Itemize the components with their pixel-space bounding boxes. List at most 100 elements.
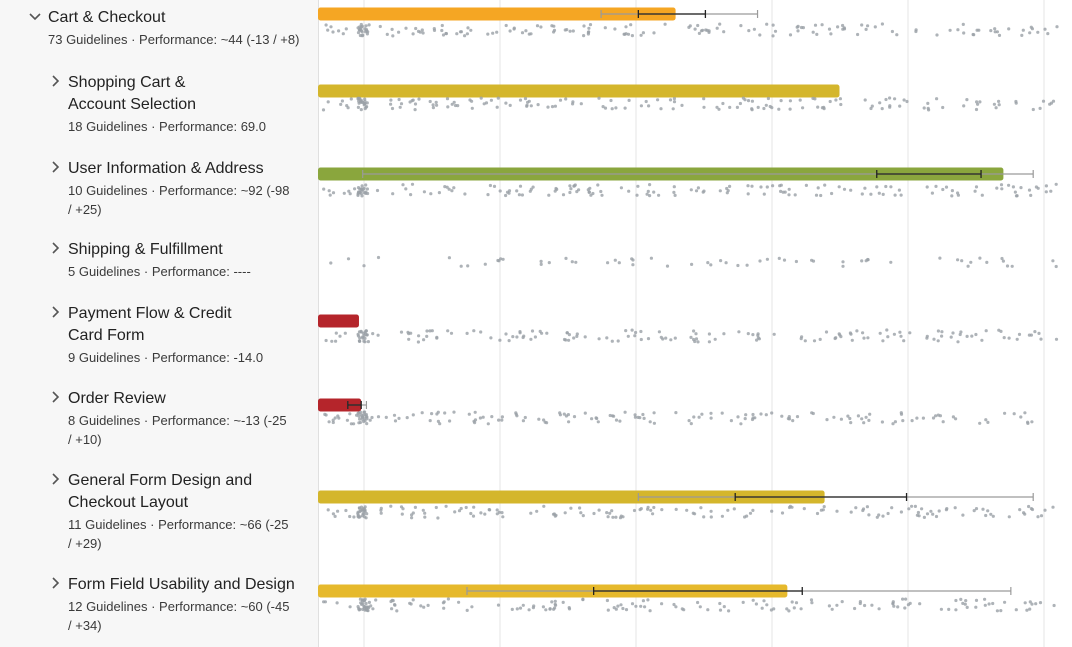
data-dot bbox=[365, 32, 369, 36]
data-dot bbox=[362, 512, 366, 516]
data-dot bbox=[995, 30, 1000, 34]
group-meta: 12 Guidelines · Performance: ~60 (-45 / +… bbox=[68, 597, 298, 635]
data-dot bbox=[349, 97, 353, 101]
data-dot bbox=[736, 263, 740, 268]
chevron-right-icon[interactable] bbox=[48, 160, 62, 174]
data-dot bbox=[948, 28, 952, 32]
data-dot bbox=[880, 22, 885, 26]
data-dot bbox=[836, 25, 840, 29]
data-dot bbox=[796, 29, 800, 33]
data-dot bbox=[935, 33, 939, 37]
data-dot bbox=[995, 186, 999, 190]
data-dot bbox=[934, 184, 938, 188]
data-dot bbox=[1054, 182, 1058, 186]
data-dot bbox=[361, 331, 365, 335]
data-dot bbox=[860, 23, 864, 27]
data-dot bbox=[787, 505, 792, 510]
data-dot bbox=[619, 603, 623, 607]
chevron-right-icon[interactable] bbox=[48, 74, 62, 88]
data-dot bbox=[446, 105, 450, 109]
data-dot bbox=[751, 333, 755, 337]
data-dot bbox=[436, 410, 440, 414]
data-dot bbox=[517, 193, 521, 197]
data-dot bbox=[567, 606, 571, 610]
data-dot bbox=[645, 192, 649, 196]
data-dot bbox=[375, 188, 380, 193]
data-dot bbox=[762, 192, 766, 196]
data-dot bbox=[746, 184, 750, 188]
data-dot bbox=[340, 99, 344, 103]
data-dot bbox=[956, 28, 960, 32]
data-dot bbox=[365, 417, 369, 421]
data-dot bbox=[644, 99, 648, 104]
data-dot bbox=[652, 190, 656, 194]
data-dot bbox=[413, 108, 417, 112]
data-dot bbox=[618, 419, 622, 423]
data-dot bbox=[331, 420, 335, 425]
data-dot bbox=[956, 258, 960, 262]
category-sidebar: Cart & Checkout 73 Guidelines · Performa… bbox=[0, 0, 319, 647]
data-dot bbox=[718, 189, 722, 193]
data-dot bbox=[597, 337, 601, 341]
data-dot bbox=[337, 29, 341, 33]
data-dot bbox=[527, 99, 531, 103]
bar bbox=[318, 7, 676, 21]
data-dot bbox=[780, 511, 785, 515]
data-dot bbox=[1044, 184, 1048, 188]
data-dot bbox=[941, 187, 945, 192]
data-dot bbox=[1033, 330, 1037, 334]
data-dot bbox=[1031, 107, 1035, 112]
data-dot bbox=[360, 417, 364, 421]
data-dot bbox=[455, 32, 459, 36]
data-dot bbox=[762, 599, 766, 603]
data-dot bbox=[1018, 508, 1022, 512]
data-dot bbox=[895, 33, 899, 37]
data-dot bbox=[484, 101, 489, 105]
data-dot bbox=[813, 23, 818, 27]
data-dot bbox=[729, 419, 733, 423]
chevron-right-icon[interactable] bbox=[48, 305, 62, 319]
data-dot bbox=[362, 264, 366, 268]
data-dot bbox=[938, 256, 942, 260]
data-dot bbox=[349, 422, 353, 426]
group-meta-line: 5 Guidelines · Performance: ---- bbox=[68, 264, 251, 279]
data-dot bbox=[471, 514, 476, 518]
data-dot bbox=[965, 98, 969, 102]
data-dot bbox=[463, 34, 467, 38]
data-dot bbox=[890, 29, 895, 34]
data-dot bbox=[739, 422, 743, 426]
chevron-right-icon[interactable] bbox=[48, 576, 62, 590]
data-dot bbox=[893, 193, 897, 197]
data-dot bbox=[619, 186, 623, 190]
data-dot bbox=[457, 509, 462, 513]
data-dot bbox=[624, 608, 629, 612]
data-dot bbox=[639, 507, 643, 511]
data-dot bbox=[899, 193, 903, 197]
data-dot bbox=[327, 189, 331, 193]
chevron-right-icon[interactable] bbox=[48, 472, 62, 486]
data-dot bbox=[417, 334, 421, 338]
data-dot bbox=[811, 30, 815, 34]
data-dot bbox=[1007, 183, 1011, 187]
data-dot bbox=[504, 101, 508, 105]
data-dot bbox=[401, 183, 405, 187]
data-dot bbox=[743, 417, 747, 421]
data-dot bbox=[528, 189, 532, 193]
data-dot bbox=[355, 413, 359, 417]
chevron-down-icon[interactable] bbox=[28, 10, 42, 24]
data-dot bbox=[363, 99, 367, 103]
data-dot bbox=[765, 185, 769, 189]
chevron-right-icon[interactable] bbox=[48, 390, 62, 404]
data-dot bbox=[747, 29, 751, 33]
data-dot bbox=[756, 333, 760, 337]
data-dot bbox=[961, 513, 965, 517]
data-dot bbox=[877, 607, 881, 611]
data-dot bbox=[898, 104, 902, 108]
data-dot bbox=[365, 187, 369, 191]
chevron-right-icon[interactable] bbox=[48, 241, 62, 255]
data-dot bbox=[1054, 337, 1059, 341]
data-dot bbox=[908, 331, 912, 335]
data-dot bbox=[950, 194, 954, 198]
data-dot bbox=[399, 102, 404, 106]
data-dot bbox=[746, 99, 751, 103]
